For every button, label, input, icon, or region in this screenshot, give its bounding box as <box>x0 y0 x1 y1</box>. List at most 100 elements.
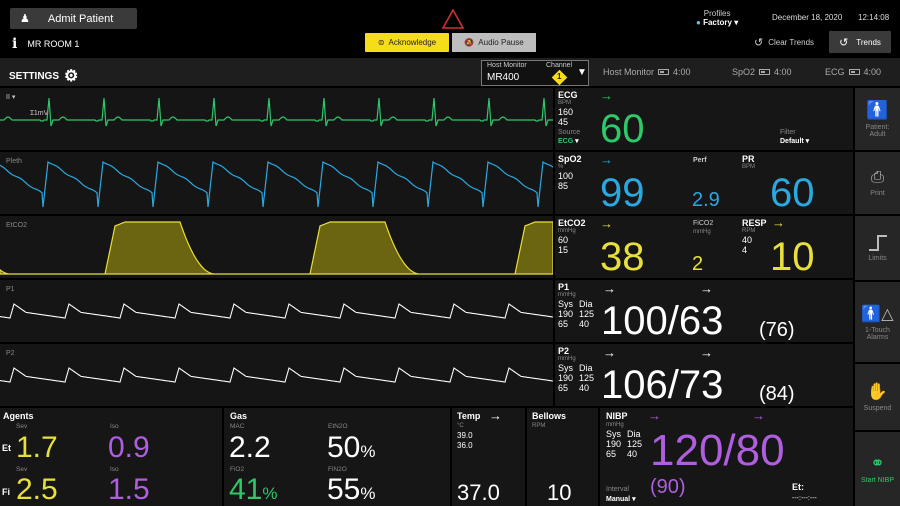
filter-label: Filter <box>780 129 796 136</box>
fio2-label: FiO2 <box>230 466 245 473</box>
status-name: ECG <box>825 67 845 77</box>
etco2-value: 38 <box>600 235 645 279</box>
ecg-numeric[interactable]: ECG BPM 160 45 Source ECG ▾ → 60 Filter … <box>555 88 853 150</box>
status-spo2: SpO2 4:00 <box>732 67 792 77</box>
etco2-waveform-panel[interactable]: EtCO2 <box>0 216 553 278</box>
p2-waveform-panel[interactable]: P2 <box>0 344 553 406</box>
spo2-low-limit: 85 <box>558 181 569 191</box>
channel-label: Channel <box>546 62 573 69</box>
et-label: Et <box>2 443 11 453</box>
perf-value: 2.9 <box>692 189 720 211</box>
fi-sev-value: 2.5 <box>16 473 58 506</box>
print-button[interactable]: ⎙ Print <box>855 152 900 214</box>
battery-icon <box>658 69 670 75</box>
acknowledge-icon: ⊜ <box>377 38 385 47</box>
spo2-value: 99 <box>600 171 645 215</box>
acknowledge-button[interactable]: ⊜ Acknowledge <box>365 33 449 52</box>
audio-pause-button[interactable]: 🔕 Audio Pause <box>452 33 536 52</box>
etco2-numeric[interactable]: EtCO2 mmHg 60 15 → 38 FiCO2 mmHg 2 RESP … <box>555 216 853 278</box>
gas-panel[interactable]: Gas MAC 2.2 EtN2O 50% FiO2 41% FiN2O 55% <box>224 408 450 506</box>
fi-label: Fi <box>2 487 10 497</box>
filter-selector[interactable]: Default ▾ <box>780 138 810 145</box>
trends-button[interactable]: ↺ Trends <box>829 31 891 53</box>
profiles-selector[interactable]: Profiles ● Factory ▾ <box>696 9 738 27</box>
trend-arrow-icon: → <box>600 88 613 103</box>
temp-value: 37.0 <box>457 480 500 505</box>
dia-label: Dia <box>627 429 641 439</box>
agents-panel[interactable]: Agents Sev Iso Et 1.7 0.9 Sev Iso Fi 2.5… <box>0 408 222 506</box>
host-monitor-channel-selector[interactable]: Host Monitor Channel MR400 1 ▼ <box>481 60 589 86</box>
nibp-panel[interactable]: NIBP → → mmHg Sys Dia 190 125 65 40 120/80 … <box>600 408 853 506</box>
status-time: 4:00 <box>774 67 792 77</box>
nibp-title: NIBP <box>606 411 628 421</box>
temp-panel[interactable]: Temp → °C 39.0 36.0 37.0 <box>452 408 525 506</box>
gas-title: Gas <box>230 411 248 421</box>
trend-arrow-icon: → <box>603 281 616 296</box>
ecg-lead-selector[interactable]: II ▾ <box>6 94 16 101</box>
start-nibp-label: Start NIBP <box>860 477 895 484</box>
trend-arrow-icon: → <box>752 408 765 423</box>
p2-sys-dia-value: 106/73 <box>601 363 724 407</box>
ecg-waveform-panel[interactable]: II ▾ Ɪ1mV <box>0 88 553 150</box>
limits-button[interactable]: Limits <box>855 216 900 280</box>
pleth-waveform-panel[interactable]: Pleth <box>0 152 553 214</box>
info-icon[interactable]: i <box>12 36 18 52</box>
temp-low-limit: 36.0 <box>457 441 473 450</box>
agents-title: Agents <box>3 411 34 421</box>
trend-arrow-icon: → <box>603 345 616 360</box>
fico2-unit: mmHg <box>693 229 711 235</box>
one-touch-alarms-button[interactable]: 🚹△ 1-Touch Alarms <box>855 282 900 362</box>
patient-adult-button[interactable]: 🚹 Patient: Adult <box>855 88 900 150</box>
p2-mean-value: (84) <box>759 383 795 405</box>
clear-trends-label: Clear Trends <box>768 38 815 47</box>
ecg-scale-bar: Ɪ1mV <box>30 110 49 117</box>
gear-icon: ⚙ <box>64 68 79 85</box>
status-host-monitor: Host Monitor 4:00 <box>603 67 691 77</box>
one-touch-label: 1-Touch Alarms <box>865 326 890 341</box>
admit-patient-button[interactable]: ♟ Admit Patient <box>10 8 137 29</box>
sev-label: Sev <box>16 423 28 430</box>
resp-high-limit: 40 <box>742 235 753 245</box>
dia-label: Dia <box>579 299 593 309</box>
bell-muted-icon: 🔕 <box>464 38 475 47</box>
trend-arrow-icon: → <box>600 152 613 167</box>
p1-waveform-panel[interactable]: P1 <box>0 280 553 342</box>
fi-iso-value: 1.5 <box>108 473 150 506</box>
pr-label: PR <box>742 154 755 164</box>
fin2o-label: FiN2O <box>328 466 347 473</box>
host-monitor-label: Host Monitor <box>487 62 527 69</box>
nibp-unit: mmHg <box>606 422 624 428</box>
p1-numeric[interactable]: P1 mmHg Sys Dia 190 125 65 40 → → 100/63 (7… <box>555 280 853 342</box>
profiles-label: Profiles <box>703 9 731 18</box>
settings-button[interactable]: SETTINGS ⚙ <box>9 66 78 86</box>
fio2-value: 41% <box>229 473 278 506</box>
battery-icon <box>848 69 860 75</box>
pr-unit: BPM <box>742 164 756 170</box>
bellows-panel[interactable]: Bellows RPM 10 <box>527 408 598 506</box>
p2-numeric[interactable]: P2 mmHg Sys Dia 190 125 65 40 → → 106/73 (8… <box>555 344 853 406</box>
admit-patient-label: Admit Patient <box>47 12 114 25</box>
pulse-rate-value: 60 <box>770 171 815 215</box>
nibp-sys-dia-value: 120/80 <box>650 426 785 475</box>
start-nibp-button[interactable]: ⚭ Start NIBP <box>855 432 900 506</box>
perf-label: Perf <box>693 157 707 164</box>
sys-low-limit: 65 <box>558 383 569 393</box>
temp-unit: °C <box>457 423 464 429</box>
source-selector[interactable]: ECG ▾ <box>558 138 579 145</box>
interval-selector[interactable]: Manual ▾ <box>606 496 636 503</box>
pleth-label: Pleth <box>6 158 22 165</box>
fico2-value: 2 <box>692 253 704 275</box>
suspend-button[interactable]: ✋ Suspend <box>855 364 900 430</box>
hand-icon: ✋ <box>866 382 889 401</box>
trend-arrow-icon: → <box>648 408 661 423</box>
sys-low-limit: 65 <box>558 319 569 329</box>
resp-low-limit: 4 <box>742 245 748 255</box>
etco2-label: EtCO2 <box>558 218 586 228</box>
dia-label: Dia <box>579 363 593 373</box>
trend-arrow-icon: → <box>600 216 613 231</box>
p2-unit: mmHg <box>558 356 576 362</box>
room-info[interactable]: i MR ROOM 1 <box>12 36 79 52</box>
trends-label: Trends <box>856 37 881 47</box>
spo2-numeric[interactable]: SpO2 % 100 85 → 99 Perf 2.9 PR BPM 60 <box>555 152 853 214</box>
clear-trends-button[interactable]: ↺ Clear Trends <box>754 36 814 49</box>
